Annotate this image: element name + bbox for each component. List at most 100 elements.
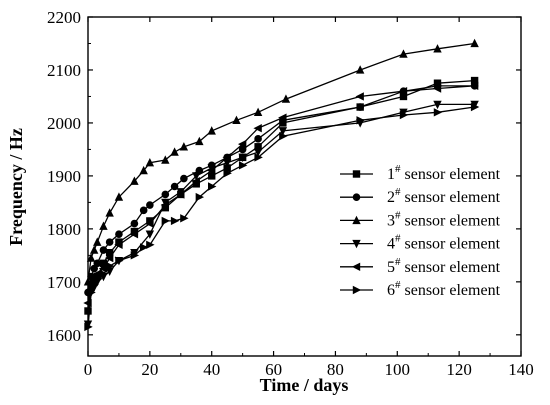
data-point [160,200,170,210]
y-tick-label: 2100 [47,61,81,80]
data-point [253,107,263,117]
data-point [161,155,170,164]
data-point [253,124,262,133]
legend: 1# sensor element 2# sensor element 3# sen… [340,163,501,299]
x-tick-label: 40 [203,360,220,379]
data-point [237,139,247,149]
legend-marker [352,193,361,201]
data-point [208,172,216,180]
legend-label: 3# sensor element [387,209,501,229]
data-point [253,148,263,157]
data-point [93,237,102,246]
data-point [161,203,170,212]
data-point [170,216,180,226]
data-point [93,259,102,268]
x-tick-label: 80 [327,360,344,379]
data-point [208,182,217,191]
data-point [179,142,189,151]
data-point [191,177,200,186]
legend-entry: 4# sensor element [340,233,501,253]
data-point [114,192,124,201]
data-point [355,65,365,74]
data-point [145,157,155,167]
data-point [279,131,288,141]
data-point [99,259,108,268]
legend-entry: 5# sensor element [340,256,501,276]
data-point [238,153,247,163]
data-point [87,288,96,297]
data-point [139,206,148,215]
data-point [399,110,409,120]
data-point [356,116,365,125]
legend-label: 5# sensor element [387,256,501,276]
axes: 0 20 40 60 80 100 120 140 1600 1700 1800 1900 2000 21… [47,8,534,379]
data-point [232,115,241,124]
data-point [195,136,204,146]
data-point [170,182,179,191]
data-point [93,274,102,284]
data-point [356,103,364,111]
data-point [104,253,114,263]
legend-label: 2# sensor element [387,186,501,206]
y-tick-label: 1800 [47,220,81,239]
data-point [192,172,201,181]
data-point [139,243,149,252]
legend-marker [352,285,362,295]
data-point [130,251,140,260]
legend-marker [352,239,361,249]
data-point [176,190,185,199]
data-point [129,229,139,239]
y-tick-label: 1900 [47,167,81,186]
data-point [114,240,123,249]
data-point [238,145,247,154]
series-layer [83,38,480,332]
legend-marker [351,262,361,271]
data-point [254,135,262,143]
series-line [87,42,475,282]
data-point [146,240,155,249]
data-point [398,86,408,96]
data-point [222,158,232,168]
data-point [115,230,123,238]
data-point [98,264,108,273]
data-point [470,38,479,48]
x-tick-label: 20 [141,360,158,379]
data-point [161,216,171,226]
x-tick-label: 120 [446,360,472,379]
data-point [146,217,154,225]
data-point [355,92,364,101]
data-point [254,143,262,151]
data-point [180,214,189,223]
series-6 [84,102,480,332]
data-point [115,238,123,246]
data-point [84,307,92,315]
data-point [99,246,108,254]
data-point [145,219,154,228]
data-point [433,44,442,53]
data-point [180,174,188,183]
data-point [222,153,231,162]
data-point [86,253,96,262]
plot-frame [87,16,522,357]
data-point [130,219,139,228]
data-point [195,192,205,202]
x-tick-label: 0 [84,360,93,379]
data-point [469,81,479,91]
data-point [170,147,179,156]
legend-label: 4# sensor element [387,233,501,253]
x-tick-label: 60 [265,360,282,379]
legend-marker [352,215,361,225]
y-tick-label: 1700 [47,273,81,292]
data-point [433,100,442,110]
data-point [278,113,287,122]
data-point [90,280,99,289]
data-point [470,76,479,85]
x-axis-title: Time / days [260,375,349,395]
data-point [223,164,231,172]
data-point [99,269,109,279]
data-point [92,269,101,279]
data-point [130,176,139,185]
data-point [89,245,99,254]
data-point [115,256,124,265]
legend-entry: 1# sensor element [340,163,501,183]
